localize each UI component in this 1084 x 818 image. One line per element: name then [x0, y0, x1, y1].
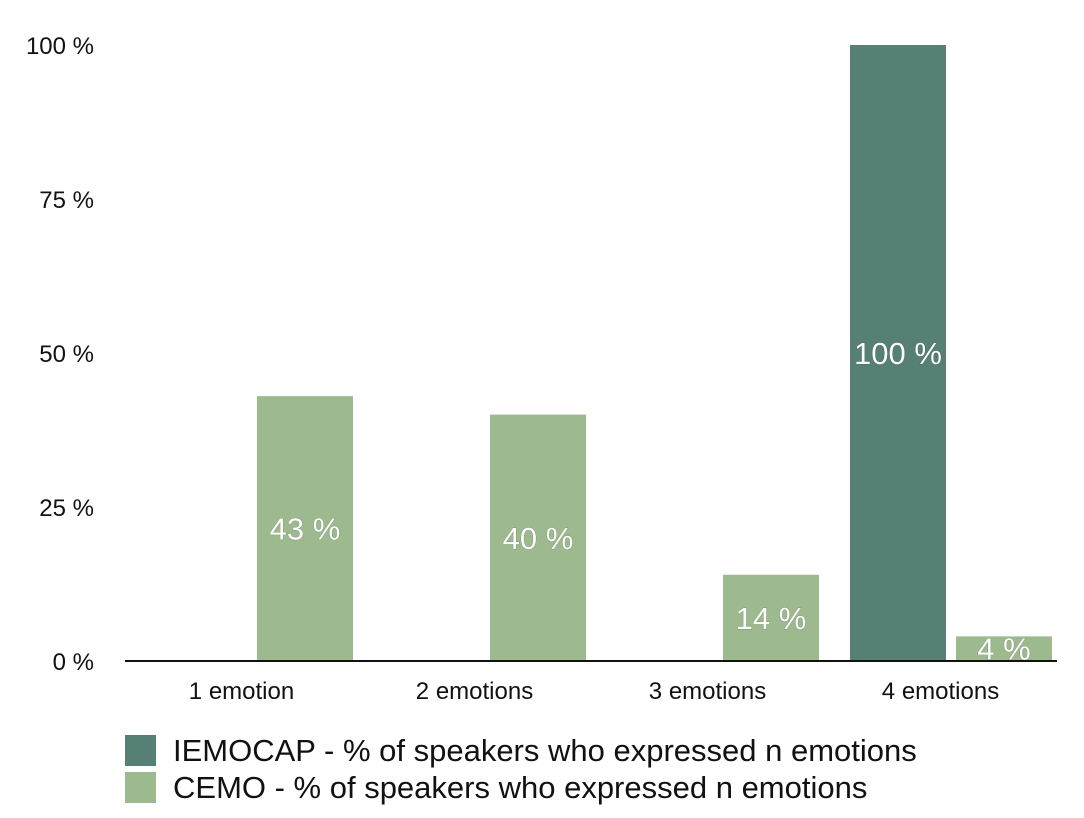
x-tick-label: 1 emotion — [189, 678, 294, 705]
cemo-bar — [956, 636, 1052, 661]
y-tick-label: 75 % — [39, 187, 94, 214]
cemo-bar — [257, 396, 353, 661]
legend: IEMOCAP - % of speakers who expressed n … — [125, 733, 917, 805]
x-tick-label: 3 emotions — [649, 678, 766, 705]
cemo-bar — [490, 414, 586, 661]
y-tick-label: 25 % — [39, 495, 94, 522]
bars — [257, 45, 1052, 661]
legend-swatch — [125, 772, 156, 803]
x-axis-tick-labels: 1 emotion 2 emotions 3 emotions 4 emotions — [189, 678, 999, 705]
data-label: 40 % — [503, 521, 574, 556]
data-label: 43 % — [270, 512, 341, 547]
data-label: 100 % — [854, 336, 942, 371]
x-tick-label: 4 emotions — [882, 678, 999, 705]
data-label: 14 % — [736, 601, 807, 636]
legend-swatch — [125, 735, 156, 766]
iemocap-bar — [850, 45, 946, 661]
y-tick-label: 50 % — [39, 341, 94, 368]
y-tick-label: 0 % — [53, 649, 94, 676]
cemo-bar — [723, 574, 819, 661]
legend-label: CEMO - % of speakers who expressed n emo… — [173, 770, 867, 805]
y-tick-label: 100 % — [26, 33, 94, 60]
y-axis-tick-labels: 0 % 25 % 50 % 75 % 100 % — [26, 33, 94, 676]
legend-label: IEMOCAP - % of speakers who expressed n … — [173, 733, 917, 768]
x-tick-label: 2 emotions — [416, 678, 533, 705]
